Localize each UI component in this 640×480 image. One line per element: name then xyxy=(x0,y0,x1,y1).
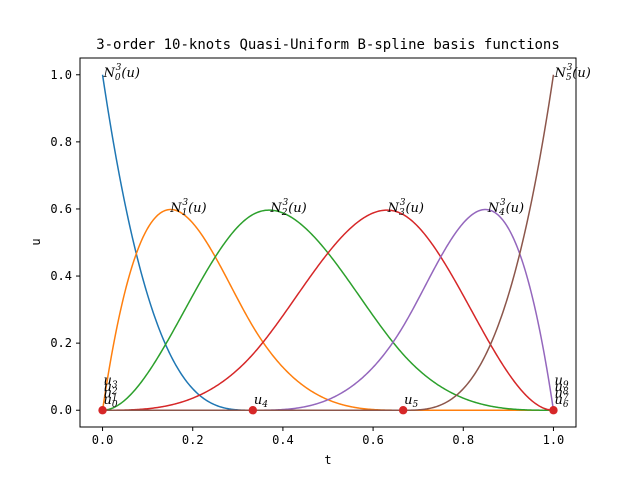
knot-marker xyxy=(398,406,408,415)
basis-curve-n3 xyxy=(102,209,554,411)
x-axis-ticks: 0.0 0.2 0.4 0.6 0.8 1.0 xyxy=(92,427,565,447)
x-tick-label: 0.4 xyxy=(272,433,294,447)
basis-curve-n2 xyxy=(102,209,554,411)
knot-marker xyxy=(549,406,558,415)
x-tick-label: 0.6 xyxy=(362,433,384,447)
knot-marker xyxy=(248,406,258,415)
y-tick-label: 0.8 xyxy=(50,135,72,149)
basis-curve-n5 xyxy=(102,74,555,411)
knot-marker xyxy=(98,406,107,415)
knot-label-u0: u0 xyxy=(104,393,118,410)
basis-curve-n0 xyxy=(101,74,554,411)
x-axis-label: t xyxy=(324,453,331,467)
chart-title: 3-order 10-knots Quasi-Uniform B-spline … xyxy=(96,37,560,53)
curve-label-n2: N23(u) xyxy=(269,198,306,218)
y-tick-label: 0.6 xyxy=(50,202,72,216)
y-axis-ticks: 0.0 0.2 0.4 0.6 0.8 1.0 xyxy=(50,68,80,417)
knot-label-u6: u6 xyxy=(554,393,568,410)
y-tick-label: 0.4 xyxy=(50,269,72,283)
y-tick-label: 0.0 xyxy=(50,403,72,417)
y-tick-label: 0.2 xyxy=(50,336,72,350)
knot-label-u4: u4 xyxy=(254,393,268,410)
knot-label-u1: u1 xyxy=(104,387,118,404)
basis-curve-n1 xyxy=(101,208,554,411)
knot-label-u2: u2 xyxy=(104,380,118,397)
x-tick-label: 0.2 xyxy=(182,433,204,447)
basis-curve-n4 xyxy=(102,208,555,411)
x-tick-label: 0.8 xyxy=(452,433,474,447)
curve-label-n5: N53(u) xyxy=(553,63,590,83)
axes-frame xyxy=(79,57,577,428)
knot-label-u3: u3 xyxy=(104,374,118,391)
knot-label-u5: u5 xyxy=(404,393,418,410)
curve-label-n1: N13(u) xyxy=(169,198,206,218)
curve-label-n3: N33(u) xyxy=(387,198,424,218)
knot-label-u8: u8 xyxy=(554,380,568,397)
x-tick-label: 1.0 xyxy=(543,433,565,447)
y-axis-label: u xyxy=(29,238,43,245)
curve-label-n0: N03(u) xyxy=(103,63,140,83)
knot-label-u7: u7 xyxy=(554,387,568,404)
x-tick-label: 0.0 xyxy=(92,433,114,447)
curve-label-n4: N43(u) xyxy=(487,198,524,218)
y-tick-label: 1.0 xyxy=(50,68,72,82)
knot-label-u9: u9 xyxy=(554,374,568,391)
